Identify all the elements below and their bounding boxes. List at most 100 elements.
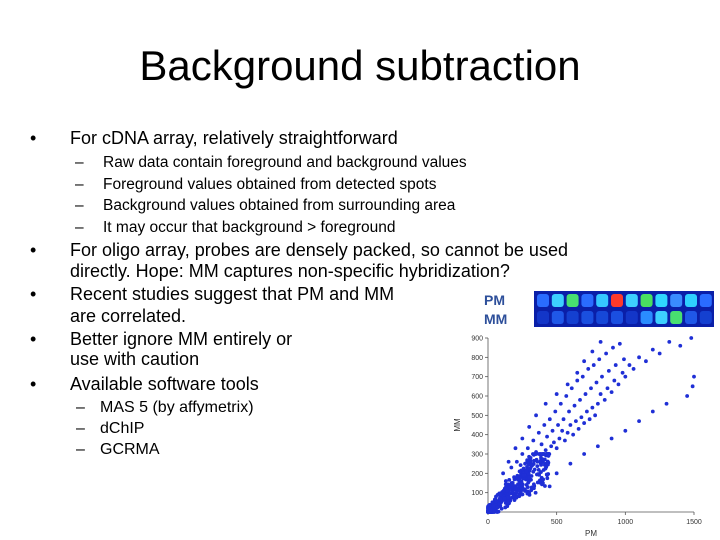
pm-cell: [699, 294, 712, 307]
scatter-point: [644, 359, 648, 364]
scatter-point: [524, 469, 529, 474]
pm-cell: [596, 294, 609, 307]
pm-cell: [581, 294, 594, 307]
scatter-point: [545, 476, 550, 481]
y-tick-label: 900: [471, 336, 483, 343]
scatter-point: [494, 499, 499, 504]
scatter-point: [546, 454, 551, 458]
bullet-text: For cDNA array, relatively straightforwa…: [70, 128, 398, 148]
scatter-point: [623, 428, 628, 433]
scatter-point: [583, 392, 588, 396]
scatter-point: [536, 472, 541, 476]
scatter-point: [556, 423, 560, 427]
scatter-point: [593, 413, 598, 418]
scatter-point: [575, 370, 580, 375]
scatter-point: [558, 401, 563, 406]
scatter-point: [510, 483, 515, 487]
scatter-point: [538, 452, 543, 456]
scatter-point: [627, 363, 632, 367]
scatter-point: [575, 378, 580, 383]
scatter-point: [623, 374, 628, 379]
scatter-point: [507, 485, 512, 490]
scatter-point: [546, 462, 550, 467]
scatter-point: [549, 444, 554, 449]
page-title: Background subtraction: [139, 42, 581, 89]
pm-cell: [611, 294, 623, 307]
pm-cell: [625, 294, 638, 307]
mm-label: MM: [484, 311, 507, 327]
scatter-point: [568, 423, 573, 427]
scatter-point: [539, 442, 544, 447]
scatter-point: [517, 469, 522, 474]
dash-glyph: –: [75, 219, 84, 236]
mm-cell: [551, 311, 564, 324]
scatter-point: [524, 482, 529, 487]
pm-cell: [640, 294, 653, 307]
scatter-point: [591, 363, 596, 367]
scatter-point: [539, 477, 544, 482]
scatter-point: [550, 428, 555, 433]
scatter-point: [499, 506, 504, 511]
bullet-text-line: For oligo array, probes are densely pack…: [70, 240, 568, 260]
scatter-point: [616, 382, 621, 387]
scatter-point: [557, 436, 562, 441]
scatter-point: [520, 492, 525, 497]
scatter-point: [595, 401, 600, 406]
mm-cell: [566, 311, 579, 324]
mm-cell: [611, 311, 623, 324]
scatter-point: [505, 485, 509, 490]
probe-strip: PM MM: [446, 284, 720, 330]
dash-glyph: –: [76, 420, 85, 437]
scatter-point: [506, 459, 511, 464]
scatter-point: [572, 403, 577, 408]
dash-glyph: –: [75, 197, 84, 214]
x-tick-label: 500: [551, 519, 563, 526]
bullet-text-line: use with caution: [70, 349, 200, 369]
mm-cell: [625, 311, 638, 324]
dash-glyph: –: [76, 441, 85, 458]
scatter-point: [567, 409, 571, 414]
bullet-glyph: •: [30, 240, 37, 260]
y-tick-label: 700: [471, 374, 483, 381]
scatter-point: [582, 452, 587, 456]
scatter-point: [521, 476, 526, 481]
scatter-point: [505, 488, 510, 493]
dash-glyph: –: [75, 154, 84, 171]
scatter-point: [565, 382, 570, 387]
bullet-text-line: Better ignore MM entirely or: [70, 329, 293, 349]
scatter-point: [541, 457, 545, 462]
scatter-point: [554, 471, 559, 476]
bullet-text-line: Recent studies suggest that PM and MM: [70, 284, 395, 304]
scatter-point: [606, 368, 611, 373]
scatter-point: [692, 374, 696, 379]
dash-glyph: –: [75, 176, 84, 193]
scatter-point: [541, 468, 546, 472]
scatter-point: [501, 471, 506, 476]
scatter-point: [535, 480, 540, 485]
scatter-point: [547, 417, 552, 422]
scatter-point: [510, 490, 515, 494]
scatter-point: [502, 496, 507, 501]
scatter-point: [499, 492, 503, 497]
scatter-point: [505, 495, 510, 500]
scatter-point: [541, 452, 546, 456]
scatter-point: [631, 367, 636, 371]
scatter-point: [650, 347, 655, 352]
scatter-point: [582, 421, 587, 425]
scatter-point: [690, 384, 695, 389]
scatter-point: [594, 380, 599, 385]
scatter-point: [554, 392, 559, 396]
scatter-point: [543, 484, 547, 488]
scatter-point: [507, 477, 512, 482]
scatter-point: [535, 464, 540, 469]
bullet-glyph: •: [30, 329, 37, 349]
scatter-point: [542, 423, 547, 427]
y-tick-label: 400: [471, 432, 483, 439]
scatter-point: [569, 386, 574, 391]
y-tick-label: 500: [471, 413, 483, 420]
mm-cell: [670, 311, 683, 324]
scatter-point: [520, 436, 525, 441]
scatter-point: [597, 357, 602, 362]
scatter-point: [516, 477, 521, 482]
scatter-point: [535, 459, 540, 464]
